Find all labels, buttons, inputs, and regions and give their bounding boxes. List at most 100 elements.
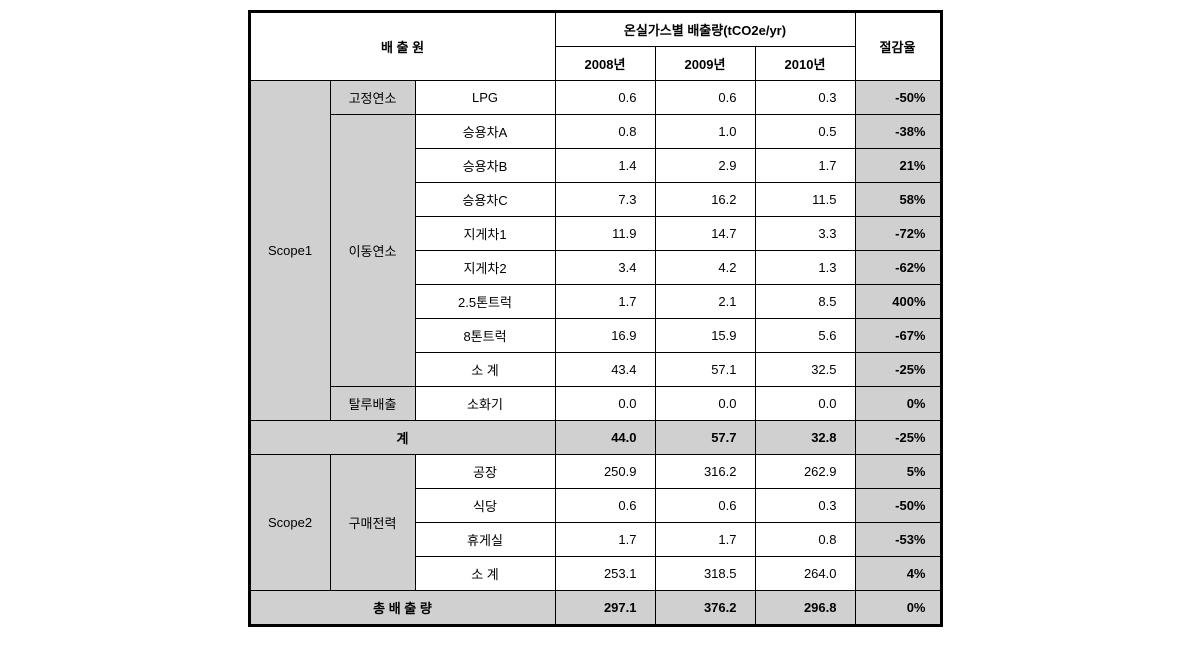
- emissions-table: 배 출 원 온실가스별 배출량(tCO2e/yr) 절감율 2008년 2009…: [250, 12, 941, 625]
- lpg-y1: 0.6: [555, 81, 655, 115]
- emissions-table-wrapper: 배 출 원 온실가스별 배출량(tCO2e/yr) 절감율 2008년 2009…: [248, 10, 943, 627]
- item-ext: 소화기: [415, 387, 555, 421]
- fork2-y2: 4.2: [655, 251, 755, 285]
- factory-rate: 5%: [855, 455, 940, 489]
- truck25-rate: 400%: [855, 285, 940, 319]
- truck25-y1: 1.7: [555, 285, 655, 319]
- truck8-y1: 16.9: [555, 319, 655, 353]
- item-factory: 공장: [415, 455, 555, 489]
- lounge-y2: 1.7: [655, 523, 755, 557]
- carA-rate: -38%: [855, 115, 940, 149]
- fork1-rate: -72%: [855, 217, 940, 251]
- cafeteria-rate: -50%: [855, 489, 940, 523]
- row-lpg: Scope1 고정연소 LPG 0.6 0.6 0.3 -50%: [250, 81, 940, 115]
- factory-y2: 316.2: [655, 455, 755, 489]
- scope1-mobile-label: 이동연소: [330, 115, 415, 387]
- s1-total-rate: -25%: [855, 421, 940, 455]
- row-carA: 이동연소 승용차A 0.8 1.0 0.5 -38%: [250, 115, 940, 149]
- carC-y1: 7.3: [555, 183, 655, 217]
- power-sub-rate: 4%: [855, 557, 940, 591]
- row-scope1-total: 계 44.0 57.7 32.8 -25%: [250, 421, 940, 455]
- grand-y1: 297.1: [555, 591, 655, 625]
- cafeteria-y3: 0.3: [755, 489, 855, 523]
- carC-rate: 58%: [855, 183, 940, 217]
- header-emissions: 온실가스별 배출량(tCO2e/yr): [555, 13, 855, 47]
- lounge-y1: 1.7: [555, 523, 655, 557]
- ext-y3: 0.0: [755, 387, 855, 421]
- item-carC: 승용차C: [415, 183, 555, 217]
- header-reduction: 절감율: [855, 13, 940, 81]
- scope1-total-label: 계: [250, 421, 555, 455]
- factory-y3: 262.9: [755, 455, 855, 489]
- carB-y1: 1.4: [555, 149, 655, 183]
- factory-y1: 250.9: [555, 455, 655, 489]
- scope1-label: Scope1: [250, 81, 330, 421]
- item-power-subtotal: 소 계: [415, 557, 555, 591]
- scope1-fixed-label: 고정연소: [330, 81, 415, 115]
- header-year-2008: 2008년: [555, 47, 655, 81]
- truck8-y2: 15.9: [655, 319, 755, 353]
- carA-y2: 1.0: [655, 115, 755, 149]
- lpg-y3: 0.3: [755, 81, 855, 115]
- mobile-sub-rate: -25%: [855, 353, 940, 387]
- scope1-fugitive-label: 탈루배출: [330, 387, 415, 421]
- mobile-sub-y2: 57.1: [655, 353, 755, 387]
- mobile-sub-y3: 32.5: [755, 353, 855, 387]
- item-truck25: 2.5톤트럭: [415, 285, 555, 319]
- lpg-rate: -50%: [855, 81, 940, 115]
- header-year-2010: 2010년: [755, 47, 855, 81]
- truck8-y3: 5.6: [755, 319, 855, 353]
- header-source: 배 출 원: [250, 13, 555, 81]
- row-grand-total: 총 배 출 량 297.1 376.2 296.8 0%: [250, 591, 940, 625]
- ext-rate: 0%: [855, 387, 940, 421]
- fork1-y3: 3.3: [755, 217, 855, 251]
- fork2-y3: 1.3: [755, 251, 855, 285]
- carB-y3: 1.7: [755, 149, 855, 183]
- lounge-y3: 0.8: [755, 523, 855, 557]
- header-row-1: 배 출 원 온실가스별 배출량(tCO2e/yr) 절감율: [250, 13, 940, 47]
- item-carB: 승용차B: [415, 149, 555, 183]
- lpg-y2: 0.6: [655, 81, 755, 115]
- header-year-2009: 2009년: [655, 47, 755, 81]
- fork2-rate: -62%: [855, 251, 940, 285]
- carA-y1: 0.8: [555, 115, 655, 149]
- fork1-y2: 14.7: [655, 217, 755, 251]
- grand-y3: 296.8: [755, 591, 855, 625]
- lounge-rate: -53%: [855, 523, 940, 557]
- s1-total-y1: 44.0: [555, 421, 655, 455]
- grand-y2: 376.2: [655, 591, 755, 625]
- scope2-power-label: 구매전력: [330, 455, 415, 591]
- cafeteria-y1: 0.6: [555, 489, 655, 523]
- power-sub-y1: 253.1: [555, 557, 655, 591]
- carB-rate: 21%: [855, 149, 940, 183]
- item-lpg: LPG: [415, 81, 555, 115]
- fork1-y1: 11.9: [555, 217, 655, 251]
- mobile-sub-y1: 43.4: [555, 353, 655, 387]
- row-fugitive: 탈루배출 소화기 0.0 0.0 0.0 0%: [250, 387, 940, 421]
- ext-y2: 0.0: [655, 387, 755, 421]
- s1-total-y3: 32.8: [755, 421, 855, 455]
- item-fork1: 지게차1: [415, 217, 555, 251]
- power-sub-y2: 318.5: [655, 557, 755, 591]
- carC-y2: 16.2: [655, 183, 755, 217]
- carB-y2: 2.9: [655, 149, 755, 183]
- item-lounge: 휴게실: [415, 523, 555, 557]
- cafeteria-y2: 0.6: [655, 489, 755, 523]
- truck25-y2: 2.1: [655, 285, 755, 319]
- power-sub-y3: 264.0: [755, 557, 855, 591]
- item-cafeteria: 식당: [415, 489, 555, 523]
- truck8-rate: -67%: [855, 319, 940, 353]
- grand-total-label: 총 배 출 량: [250, 591, 555, 625]
- carC-y3: 11.5: [755, 183, 855, 217]
- truck25-y3: 8.5: [755, 285, 855, 319]
- item-carA: 승용차A: [415, 115, 555, 149]
- grand-rate: 0%: [855, 591, 940, 625]
- scope2-label: Scope2: [250, 455, 330, 591]
- carA-y3: 0.5: [755, 115, 855, 149]
- s1-total-y2: 57.7: [655, 421, 755, 455]
- item-mobile-subtotal: 소 계: [415, 353, 555, 387]
- item-truck8: 8톤트럭: [415, 319, 555, 353]
- item-fork2: 지게차2: [415, 251, 555, 285]
- ext-y1: 0.0: [555, 387, 655, 421]
- row-factory: Scope2 구매전력 공장 250.9 316.2 262.9 5%: [250, 455, 940, 489]
